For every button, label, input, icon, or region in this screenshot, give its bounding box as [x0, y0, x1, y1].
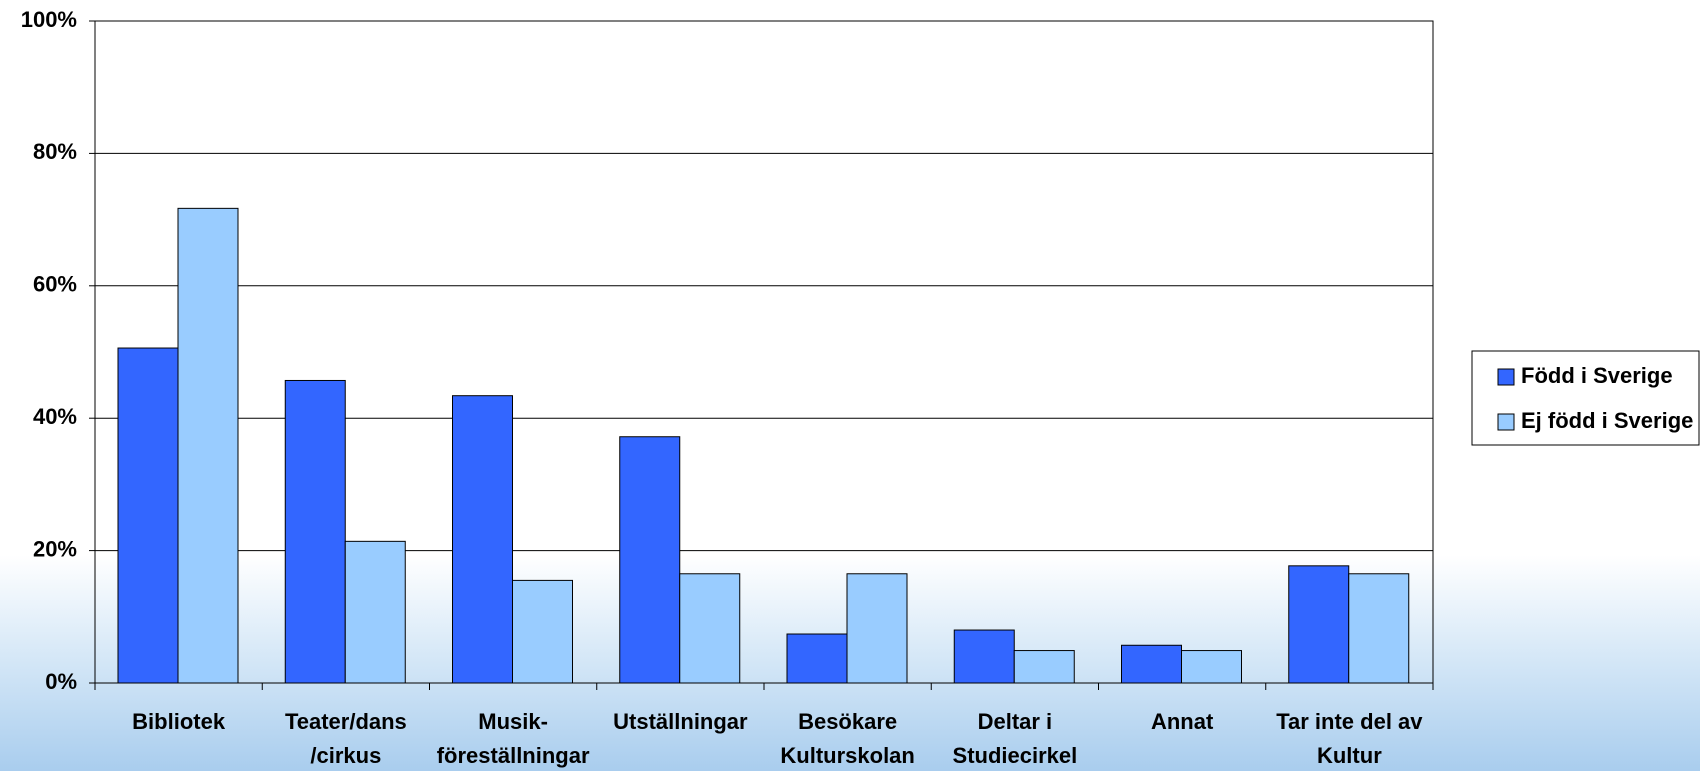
- bar: [1121, 644, 1182, 684]
- x-tick-label: /cirkus: [310, 743, 381, 768]
- x-tick-label: Bibliotek: [132, 709, 226, 734]
- bar: [1288, 565, 1350, 684]
- bar: [619, 436, 681, 684]
- bar: [1348, 573, 1410, 684]
- x-tick-label: Musik-: [478, 709, 548, 734]
- bar: [1013, 650, 1075, 684]
- legend-label: Född i Sverige: [1521, 363, 1673, 388]
- legend-label: Ej född i Sverige: [1521, 408, 1693, 433]
- bar: [177, 207, 239, 684]
- x-tick-label: Tar inte del av: [1276, 709, 1423, 734]
- x-tick-label: Deltar i: [978, 709, 1053, 734]
- bar: [117, 347, 179, 684]
- legend-swatch: [1497, 368, 1515, 386]
- bar: [953, 629, 1015, 684]
- bar: [846, 573, 908, 684]
- bar: [512, 579, 573, 684]
- bar: [452, 395, 513, 684]
- bar: [1181, 650, 1242, 684]
- x-tick-label: Besökare: [798, 709, 897, 734]
- bar: [679, 573, 741, 684]
- y-tick-label: 20%: [33, 536, 77, 561]
- x-tick-label: föreställningar: [437, 743, 590, 768]
- y-tick-label: 100%: [21, 7, 77, 32]
- x-tick-label: Utställningar: [613, 709, 748, 734]
- x-tick-label: Studiecirkel: [953, 743, 1078, 768]
- y-tick-label: 0%: [45, 669, 77, 694]
- x-tick-label: Teater/dans: [285, 709, 407, 734]
- y-tick-label: 80%: [33, 139, 77, 164]
- legend-swatch: [1497, 413, 1515, 431]
- y-tick-label: 60%: [33, 272, 77, 297]
- bar: [284, 379, 346, 684]
- x-tick-label: Annat: [1151, 709, 1214, 734]
- x-tick-label: Kulturskolan: [780, 743, 914, 768]
- y-tick-label: 40%: [33, 404, 77, 429]
- bar: [786, 633, 848, 684]
- bar: [344, 540, 406, 684]
- x-tick-label: Kultur: [1317, 743, 1382, 768]
